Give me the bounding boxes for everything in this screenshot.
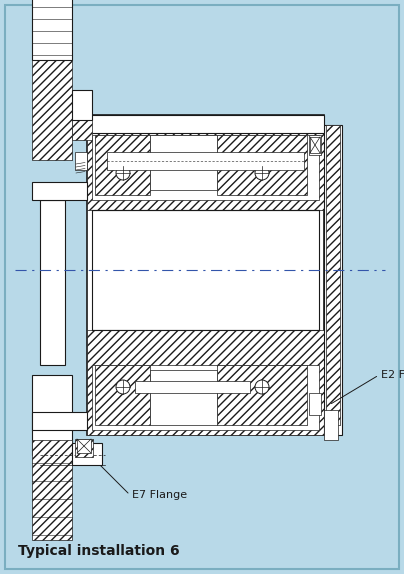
Bar bbox=[95, 135, 150, 195]
Bar bbox=[217, 365, 307, 425]
Bar bbox=[87, 115, 324, 133]
Bar bbox=[92, 210, 319, 330]
Bar bbox=[32, 375, 72, 455]
Bar bbox=[150, 135, 217, 190]
Circle shape bbox=[116, 380, 130, 394]
Bar bbox=[324, 125, 342, 435]
Bar bbox=[32, 440, 72, 540]
Bar bbox=[72, 443, 102, 465]
Bar bbox=[77, 439, 91, 453]
Circle shape bbox=[116, 166, 130, 180]
Bar bbox=[150, 370, 217, 425]
Bar bbox=[95, 365, 150, 425]
Bar bbox=[326, 125, 340, 425]
Text: E2 Flange: E2 Flange bbox=[381, 370, 404, 380]
Bar bbox=[135, 381, 250, 393]
Bar bbox=[324, 410, 338, 440]
Bar bbox=[310, 137, 320, 153]
Circle shape bbox=[255, 380, 269, 394]
Bar bbox=[32, 0, 72, 60]
Bar bbox=[87, 115, 324, 210]
Text: E7 Flange: E7 Flange bbox=[132, 490, 187, 500]
Bar bbox=[309, 135, 321, 155]
Bar bbox=[72, 90, 92, 120]
Bar bbox=[107, 152, 304, 170]
Bar bbox=[92, 135, 319, 200]
Bar bbox=[75, 152, 87, 170]
Circle shape bbox=[255, 166, 269, 180]
Bar bbox=[217, 135, 307, 195]
Bar bbox=[72, 90, 92, 140]
Bar bbox=[309, 393, 321, 415]
Bar bbox=[32, 182, 87, 200]
Bar bbox=[32, 412, 87, 430]
Bar bbox=[87, 115, 324, 435]
Text: Typical installation 6: Typical installation 6 bbox=[18, 544, 180, 558]
Bar bbox=[32, 30, 72, 160]
Bar bbox=[40, 200, 65, 365]
Bar bbox=[87, 330, 324, 435]
Bar bbox=[75, 439, 93, 457]
Bar bbox=[92, 365, 319, 430]
